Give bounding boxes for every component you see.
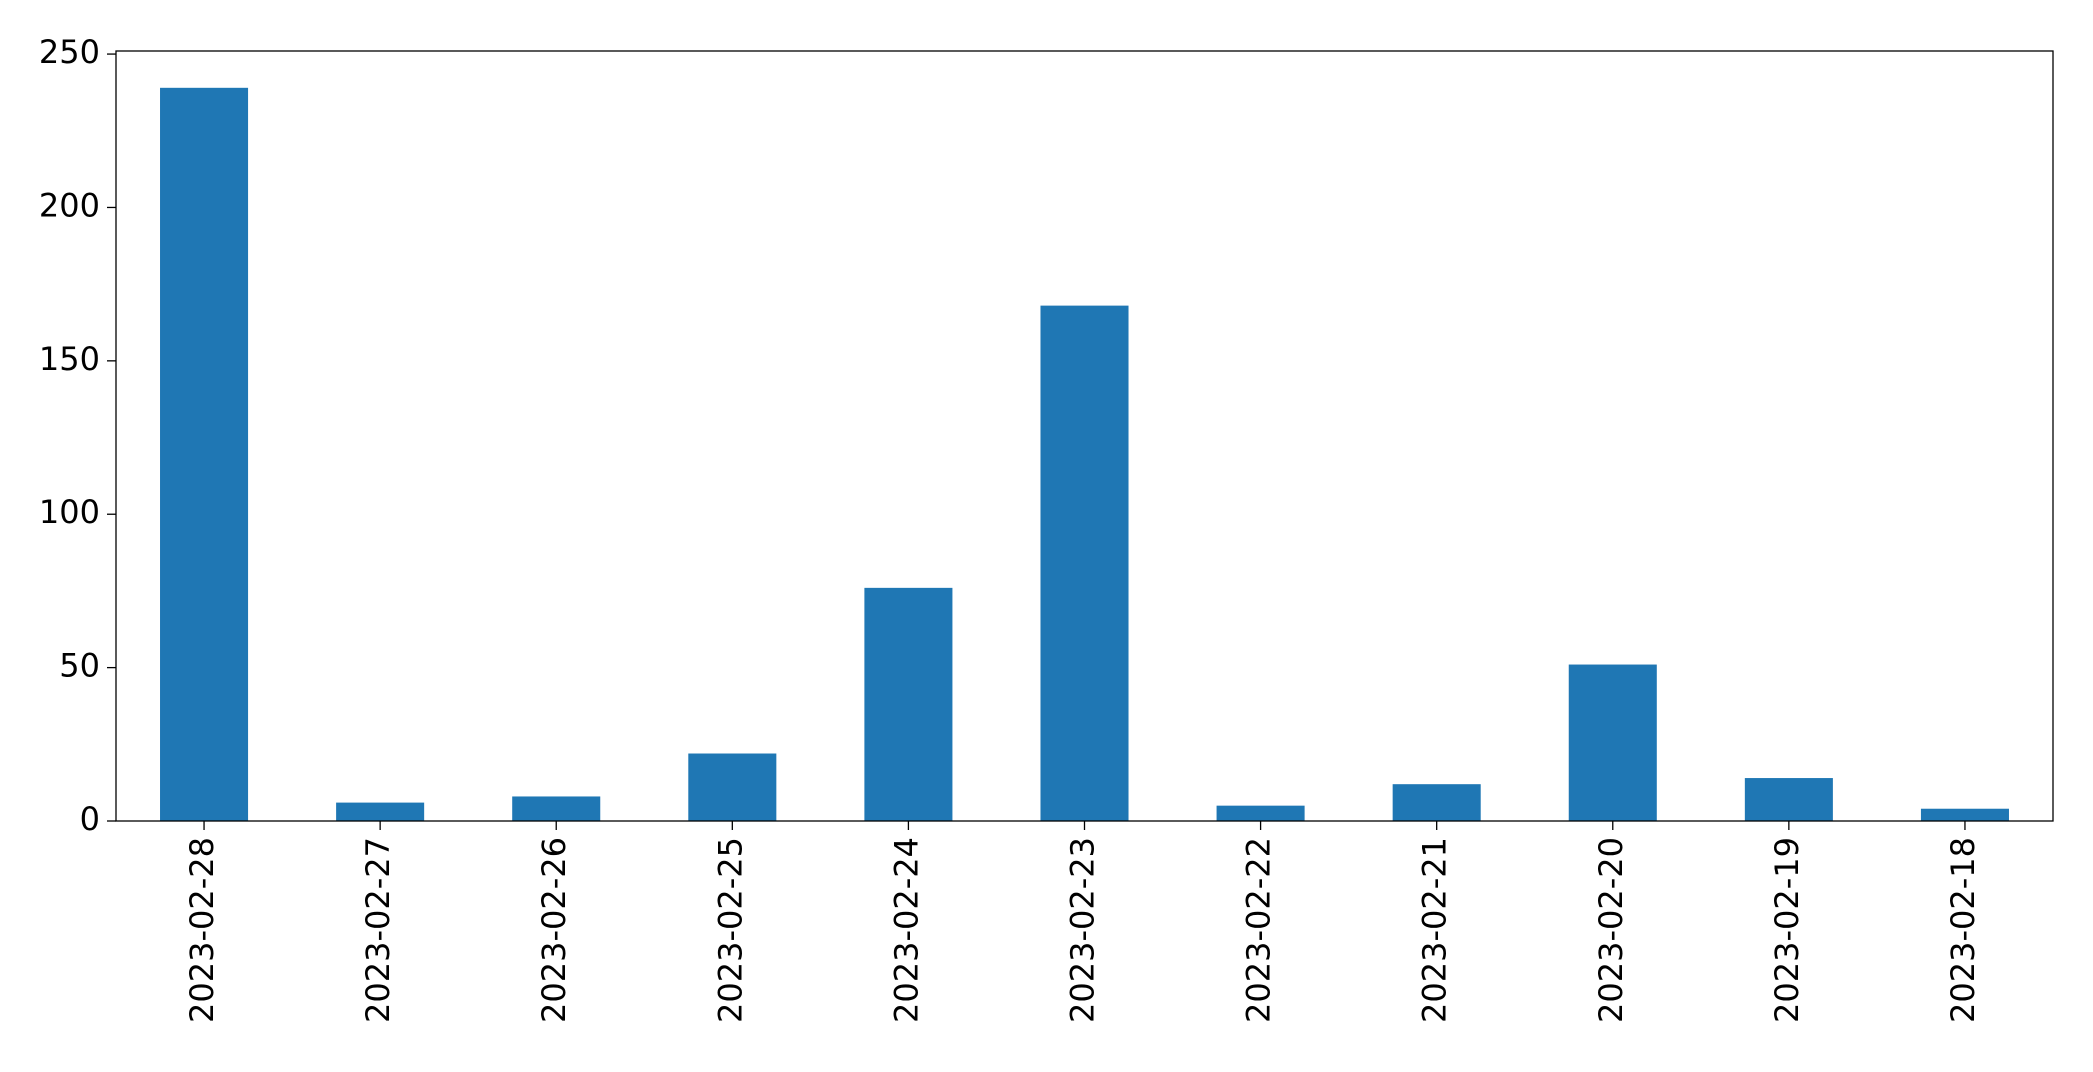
x-tick-label: 2023-02-20: [1592, 837, 1630, 1023]
bar: [1568, 664, 1657, 821]
bar: [160, 87, 249, 822]
x-tick-label: 2023-02-24: [887, 837, 925, 1023]
bar: [512, 796, 601, 821]
y-tick-label: 0: [80, 800, 100, 838]
bar: [864, 587, 953, 821]
x-tick-label: 2023-02-27: [359, 837, 397, 1023]
x-tick-label: 2023-02-28: [183, 837, 221, 1023]
bar: [1744, 778, 1833, 821]
y-tick-label: 200: [39, 186, 100, 224]
x-tick-label: 2023-02-22: [1240, 837, 1278, 1023]
x-tick-label: 2023-02-25: [711, 837, 749, 1023]
y-tick-label: 50: [59, 647, 100, 685]
y-tick-label: 100: [39, 493, 100, 531]
plot-frame: [115, 50, 2054, 822]
x-tick-label: 2023-02-19: [1768, 837, 1806, 1023]
x-tick-label: 2023-02-21: [1416, 837, 1454, 1023]
bar: [1392, 784, 1481, 821]
bar: [1040, 305, 1129, 821]
x-tick-label: 2023-02-18: [1944, 837, 1982, 1023]
y-tick-label: 250: [39, 33, 100, 71]
x-tick-label: 2023-02-23: [1064, 837, 1102, 1023]
y-tick-label: 150: [39, 340, 100, 378]
bar: [336, 802, 425, 821]
bar: [1920, 808, 2009, 821]
bar: [1216, 805, 1305, 821]
bar: [688, 753, 777, 821]
x-tick-label: 2023-02-26: [535, 837, 573, 1023]
